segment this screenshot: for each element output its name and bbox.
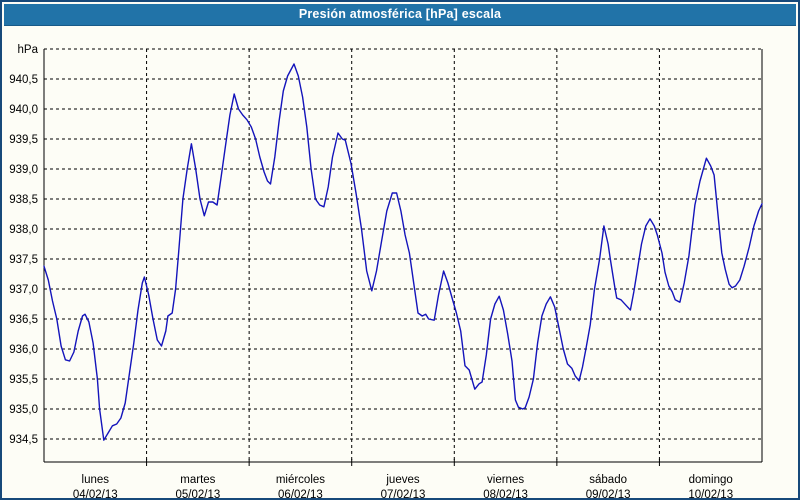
y-axis-tick-label: 940,0 [9,104,38,116]
day-date-label: 08/02/13 [483,489,528,500]
y-axis-tick-label: 934,5 [9,434,38,446]
day-date-label: 07/02/13 [381,489,426,500]
y-axis-unit-label: hPa [18,44,39,56]
y-axis-tick-label: 935,0 [9,404,38,416]
chart-title-bar: Presión atmosférica [hPa] escala [4,4,796,26]
y-axis-tick-label: 938,5 [9,194,38,206]
day-name-label: miércoles [276,474,325,486]
day-date-label: 05/02/13 [175,489,220,500]
y-axis-tick-label: 940,5 [9,74,38,86]
day-date-label: 06/02/13 [278,489,323,500]
y-axis-tick-label: 939,0 [9,164,38,176]
y-axis-tick-label: 939,5 [9,134,38,146]
y-axis-tick-label: 935,5 [9,374,38,386]
day-name-label: domingo [689,474,733,486]
y-axis-tick-label: 937,5 [9,254,38,266]
pressure-line [43,63,763,441]
y-axis-tick-label: 937,0 [9,284,38,296]
y-axis-tick-label: 938,0 [9,224,38,236]
day-date-label: 10/02/13 [688,489,733,500]
day-name-label: sábado [589,474,627,486]
day-date-label: 09/02/13 [586,489,631,500]
day-name-label: martes [180,474,215,486]
day-name-label: lunes [82,474,110,486]
y-axis-tick-label: 936,5 [9,314,38,326]
day-name-label: jueves [385,474,419,486]
day-date-label: 04/02/13 [73,489,118,500]
day-name-label: viernes [487,474,524,486]
y-axis-tick-label: 936,0 [9,344,38,356]
